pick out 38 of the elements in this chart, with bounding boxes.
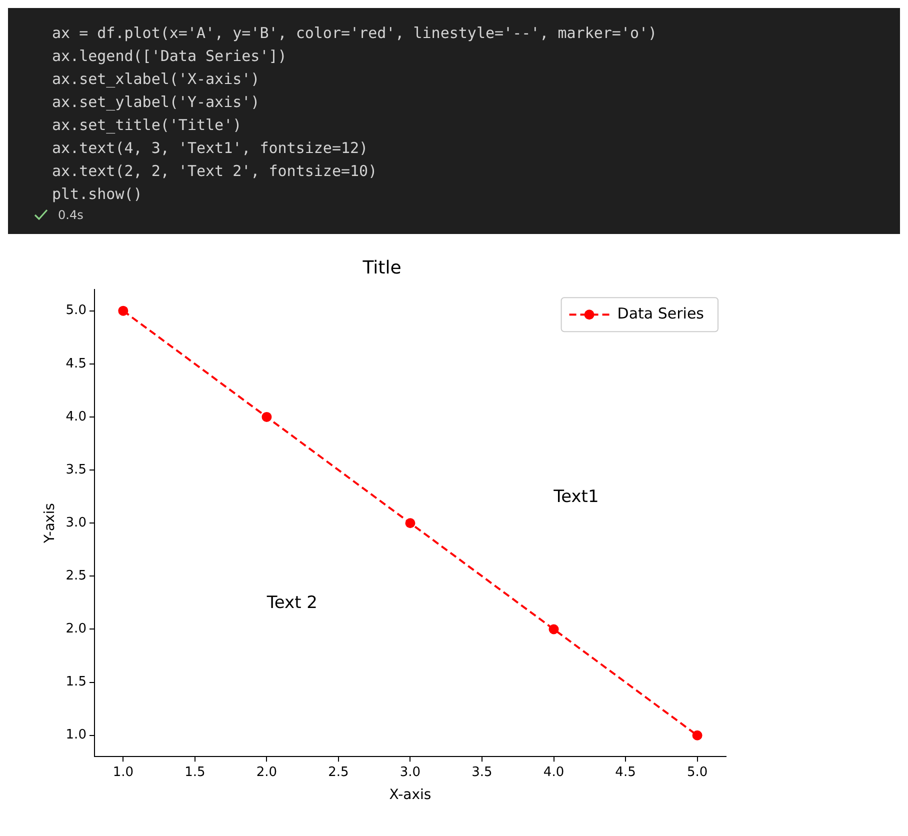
x-tick-label: 2.5 [328, 764, 349, 780]
x-tick-label: 3.0 [400, 764, 421, 780]
point [405, 518, 416, 528]
text: ax.set_ylabel('Y-axis') [52, 92, 261, 113]
x-axis-title: X-axis [389, 787, 432, 804]
x-tick-label: 2.0 [256, 764, 278, 780]
chart-title: Title [362, 257, 402, 278]
y-tick-label: 5.0 [66, 303, 86, 318]
point [262, 412, 272, 422]
y-tick-label: 4.0 [66, 409, 86, 424]
point [692, 730, 702, 740]
y-tick-label: 1.5 [66, 674, 86, 690]
point [118, 306, 128, 316]
annotation: Text 2 [266, 593, 318, 614]
y-tick-label: 4.5 [66, 356, 86, 372]
annotation: Text1 [552, 487, 599, 508]
text: ax.set_xlabel('X-axis') [52, 69, 261, 90]
x-tick-label: 4.5 [615, 764, 636, 780]
y-axis-title: Y-axis [42, 503, 58, 544]
text: ax.legend(['Data Series']) [52, 46, 288, 67]
x-tick-label: 1.0 [112, 764, 134, 780]
x-tick-label: 1.5 [184, 764, 206, 780]
text: ax.set_title('Title') [52, 115, 243, 136]
y-tick-label: 1.0 [66, 728, 86, 743]
text: ax = df.plot(x='A', y='B', color='red', linestyle='--', marker='o') [52, 23, 658, 44]
x-tick-label: 5.0 [686, 764, 708, 780]
y-tick-label: 3.5 [66, 462, 86, 478]
y-tick-label: 3.0 [66, 515, 86, 530]
y-tick-label: 2.5 [66, 568, 86, 584]
legend-label: Data Series [617, 304, 704, 322]
x-tick-label: 4.0 [543, 764, 564, 780]
text: ax.text(4, 3, 'Text1', fontsize=12) [52, 138, 370, 159]
point [548, 624, 559, 634]
y-tick-label: 2.0 [66, 622, 86, 637]
x-tick-label: 3.5 [472, 764, 492, 780]
text: 0.4s [58, 208, 84, 222]
text: ax.text(2, 2, 'Text 2', fontsize=10) [52, 161, 378, 182]
text: plt.show() [52, 184, 144, 205]
